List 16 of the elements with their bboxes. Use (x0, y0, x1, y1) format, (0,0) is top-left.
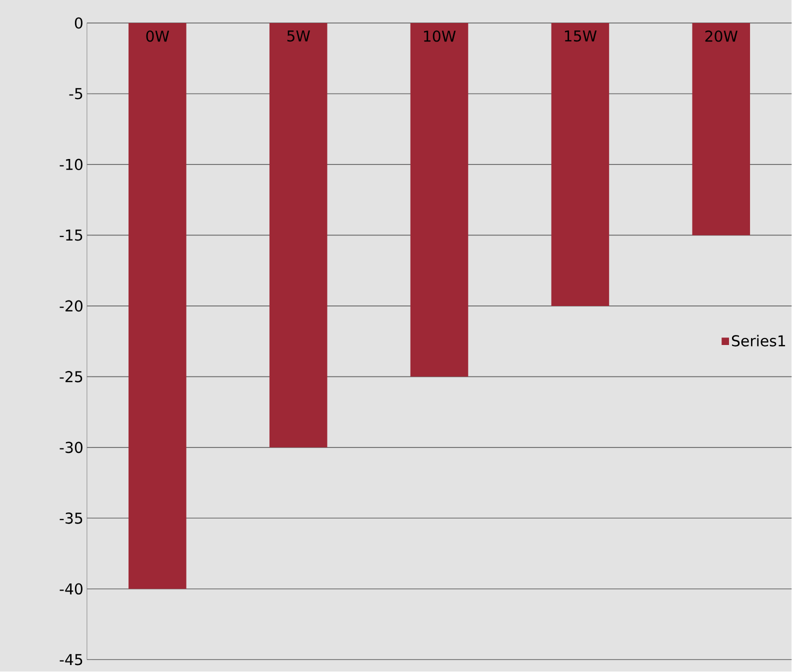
x-tick-label: 5W (287, 30, 310, 42)
x-tick-label: 15W (564, 30, 597, 42)
y-tick-label: 0 (74, 17, 82, 29)
x-tick-label: 0W (146, 30, 170, 42)
y-tick-label: -15 (60, 230, 82, 241)
legend-label: Series1 (732, 335, 786, 347)
y-tick-label: -5 (69, 88, 82, 100)
x-tick-label: 20W (705, 30, 738, 42)
y-tick-label: -25 (60, 371, 82, 383)
y-tick-label: -10 (60, 158, 82, 170)
y-tick-label: -45 (60, 654, 82, 666)
x-tick-label: 10W (424, 30, 456, 42)
y-tick-label: -30 (60, 442, 82, 454)
y-tick-label: -20 (60, 300, 82, 312)
y-tick-label: -40 (60, 583, 82, 595)
y-tick-label: -35 (60, 512, 82, 524)
